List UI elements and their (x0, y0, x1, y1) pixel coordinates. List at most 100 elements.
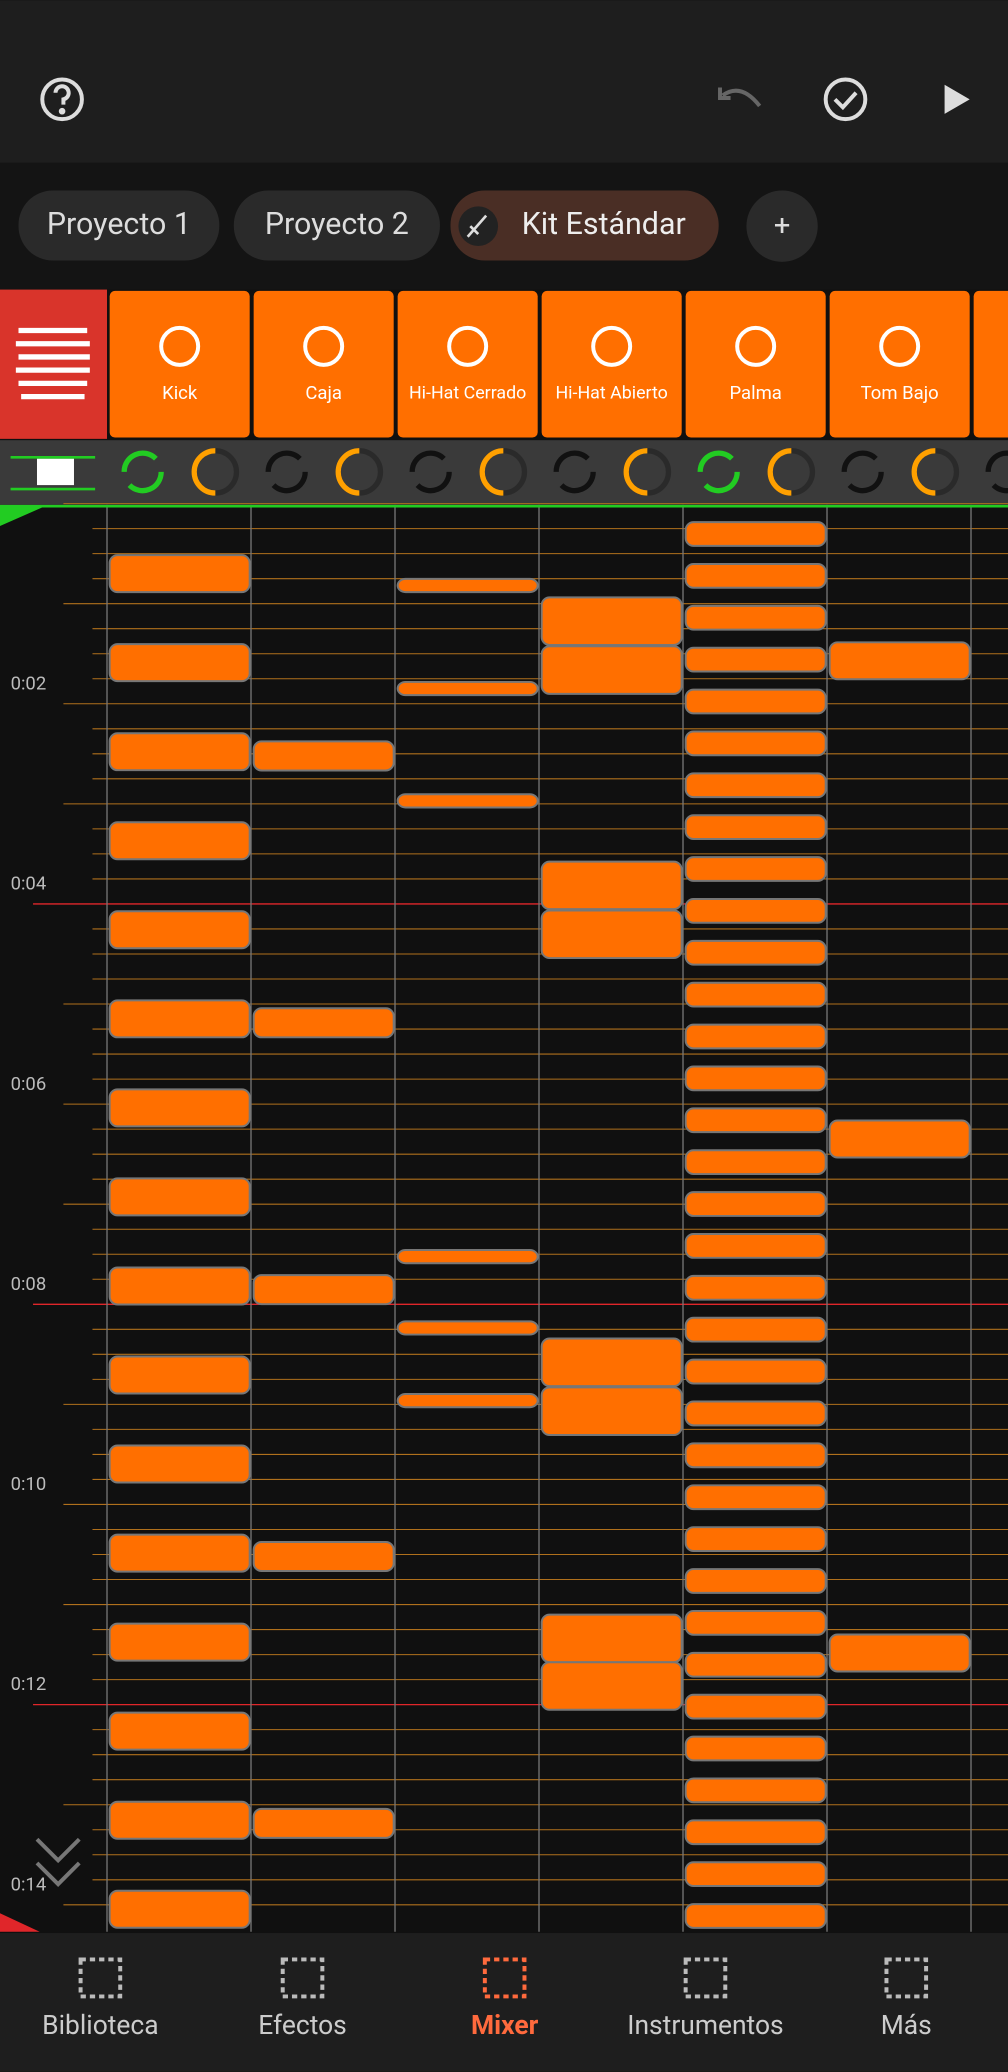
note (684, 562, 827, 589)
note (684, 1233, 827, 1259)
swatch-lines (10, 456, 96, 491)
note (684, 1358, 827, 1385)
instrument-icon (591, 325, 633, 367)
loop-toggle[interactable] (121, 450, 164, 494)
note (684, 688, 827, 715)
note (108, 1444, 251, 1484)
end-marker (0, 1913, 40, 1932)
note (684, 1442, 827, 1469)
nav-icon (482, 1957, 527, 1999)
loop-toggle[interactable] (409, 450, 452, 494)
note (540, 1613, 683, 1664)
note (684, 1023, 827, 1050)
instrument-label: Palma (729, 382, 781, 404)
note (684, 856, 827, 882)
instrument-icon (447, 325, 489, 367)
kit-thumb[interactable] (0, 289, 108, 439)
note (684, 939, 827, 966)
note (108, 732, 251, 772)
volume-arc (911, 448, 936, 496)
nav-label[interactable]: Mixer (471, 2010, 539, 2041)
note (540, 909, 683, 960)
play-button[interactable] (944, 84, 970, 114)
note (252, 740, 395, 772)
tab-label[interactable]: Kit Estándar (522, 207, 686, 242)
note (684, 1107, 827, 1134)
note (108, 1889, 251, 1929)
tab-label[interactable]: Proyecto 1 (47, 207, 191, 242)
note (108, 1088, 251, 1128)
note (684, 1693, 827, 1720)
time-label: 0:02 (11, 672, 47, 694)
tab-active[interactable] (450, 190, 719, 261)
instrument-icon (303, 325, 345, 367)
note (540, 645, 683, 695)
instrument-tile (973, 290, 1008, 438)
note (684, 1149, 827, 1176)
note (684, 1316, 827, 1343)
note (684, 772, 827, 799)
note (684, 646, 827, 673)
note (828, 641, 971, 681)
note (684, 1526, 827, 1552)
loop-toggle[interactable] (985, 450, 1008, 494)
undo-button[interactable] (718, 87, 762, 108)
instrument-icon (879, 325, 921, 367)
time-label: 0:04 (11, 873, 47, 895)
nav-icon (683, 1957, 728, 1999)
instrument-label: Hi-Hat Cerrado (409, 383, 526, 404)
note (108, 1266, 251, 1306)
note (540, 1337, 683, 1388)
note (252, 1540, 395, 1573)
note (828, 1119, 971, 1159)
note (252, 1274, 395, 1306)
instrument-icon (159, 325, 201, 367)
help-button[interactable] (40, 77, 84, 122)
time-label: 0:14 (11, 1873, 47, 1895)
add-tab[interactable] (746, 190, 818, 262)
loop-toggle[interactable] (265, 450, 308, 494)
note (684, 1568, 827, 1594)
instrument-label: Tom Bajo (861, 382, 939, 404)
note (396, 1320, 539, 1336)
loop-toggle[interactable] (841, 450, 884, 494)
note (108, 1533, 251, 1573)
instrument-label: Hi-Hat Abierto (555, 383, 667, 404)
confirm-button[interactable] (823, 77, 868, 122)
volume-arc (623, 448, 648, 496)
time-label: 0:12 (11, 1673, 47, 1695)
note (108, 1355, 251, 1395)
loop-toggle[interactable] (697, 450, 740, 494)
note (684, 1903, 827, 1929)
nav-label[interactable]: Instrumentos (627, 2010, 783, 2041)
note (108, 821, 251, 861)
note (540, 860, 683, 911)
nav-label[interactable]: Efectos (258, 2010, 347, 2041)
nav-icon (280, 1957, 325, 1999)
note (684, 1484, 827, 1511)
note (108, 1711, 251, 1751)
nav-label[interactable]: Biblioteca (42, 2010, 158, 2041)
time-label: 0:08 (11, 1273, 47, 1295)
instrument-label: Caja (305, 382, 342, 404)
tab-label[interactable]: + (774, 209, 790, 243)
color-swatch[interactable] (36, 458, 74, 486)
note (684, 981, 827, 1008)
note (108, 643, 251, 683)
tab-label[interactable]: Proyecto 2 (265, 207, 409, 242)
note (396, 680, 539, 697)
note (396, 793, 539, 809)
note (684, 1191, 827, 1217)
note (684, 1065, 827, 1092)
loop-toggle[interactable] (553, 450, 596, 494)
nav-label[interactable]: Más (881, 2010, 932, 2041)
note (684, 814, 827, 841)
scroll-down[interactable] (35, 1837, 81, 1887)
note (540, 1661, 683, 1711)
tab[interactable] (233, 190, 440, 261)
tab[interactable] (18, 190, 220, 261)
note (396, 577, 539, 594)
note (684, 1651, 827, 1678)
note (684, 604, 827, 631)
